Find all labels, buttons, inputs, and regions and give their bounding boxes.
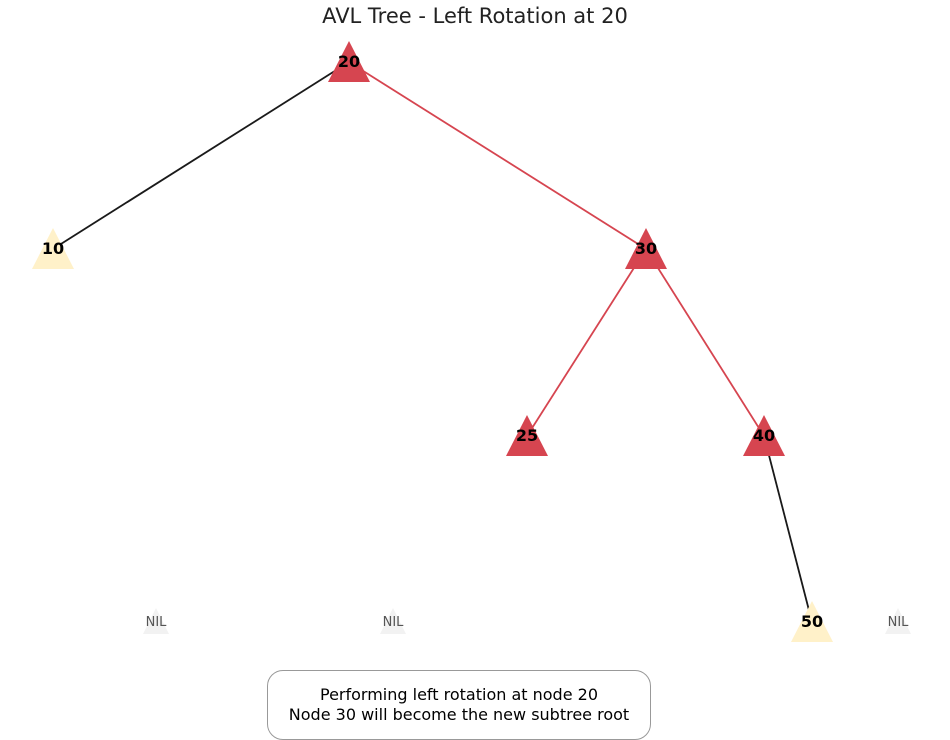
edge-20-10 bbox=[52, 61, 350, 250]
tree-node-25: 25 bbox=[506, 415, 548, 456]
nil-node-shape bbox=[380, 608, 406, 634]
tree-node-label: 30 bbox=[635, 239, 657, 258]
edge-30-25 bbox=[526, 248, 647, 437]
edge-30-40 bbox=[645, 248, 765, 437]
tree-node-30: 30 bbox=[625, 228, 667, 269]
nodes-layer: NIL NIL NIL 20 10 30 25 40 50 bbox=[32, 41, 911, 642]
nil-node-label: NIL bbox=[383, 615, 405, 630]
nil-node: NIL bbox=[885, 608, 911, 634]
edge-20-30 bbox=[348, 61, 647, 250]
tree-node-shape bbox=[625, 228, 667, 269]
tree-node-label: 10 bbox=[42, 239, 64, 258]
tree-node-shape bbox=[791, 601, 833, 642]
edges-layer bbox=[52, 61, 813, 623]
nil-node: NIL bbox=[143, 608, 169, 634]
diagram-title: AVL Tree - Left Rotation at 20 bbox=[322, 4, 628, 28]
tree-node-40: 40 bbox=[743, 415, 785, 456]
caption-line-1: Performing left rotation at node 20 bbox=[320, 685, 598, 704]
tree-node-shape bbox=[32, 228, 74, 269]
nil-node-label: NIL bbox=[888, 615, 910, 630]
nil-node-shape bbox=[143, 608, 169, 634]
tree-node-label: 20 bbox=[338, 52, 360, 71]
tree-node-label: 25 bbox=[516, 426, 538, 445]
nil-node: NIL bbox=[380, 608, 406, 634]
tree-node-shape bbox=[743, 415, 785, 456]
edge-40-50 bbox=[763, 435, 813, 623]
tree-node-shape bbox=[328, 41, 370, 82]
tree-node-50: 50 bbox=[791, 601, 833, 642]
nil-node-shape bbox=[885, 608, 911, 634]
caption-box: Performing left rotation at node 20 Node… bbox=[267, 670, 651, 740]
tree-node-20: 20 bbox=[328, 41, 370, 82]
nil-node-label: NIL bbox=[146, 615, 168, 630]
tree-node-label: 40 bbox=[753, 426, 775, 445]
tree-node-10: 10 bbox=[32, 228, 74, 269]
caption-line-2: Node 30 will become the new subtree root bbox=[288, 705, 630, 724]
tree-node-label: 50 bbox=[801, 612, 823, 631]
tree-node-shape bbox=[506, 415, 548, 456]
